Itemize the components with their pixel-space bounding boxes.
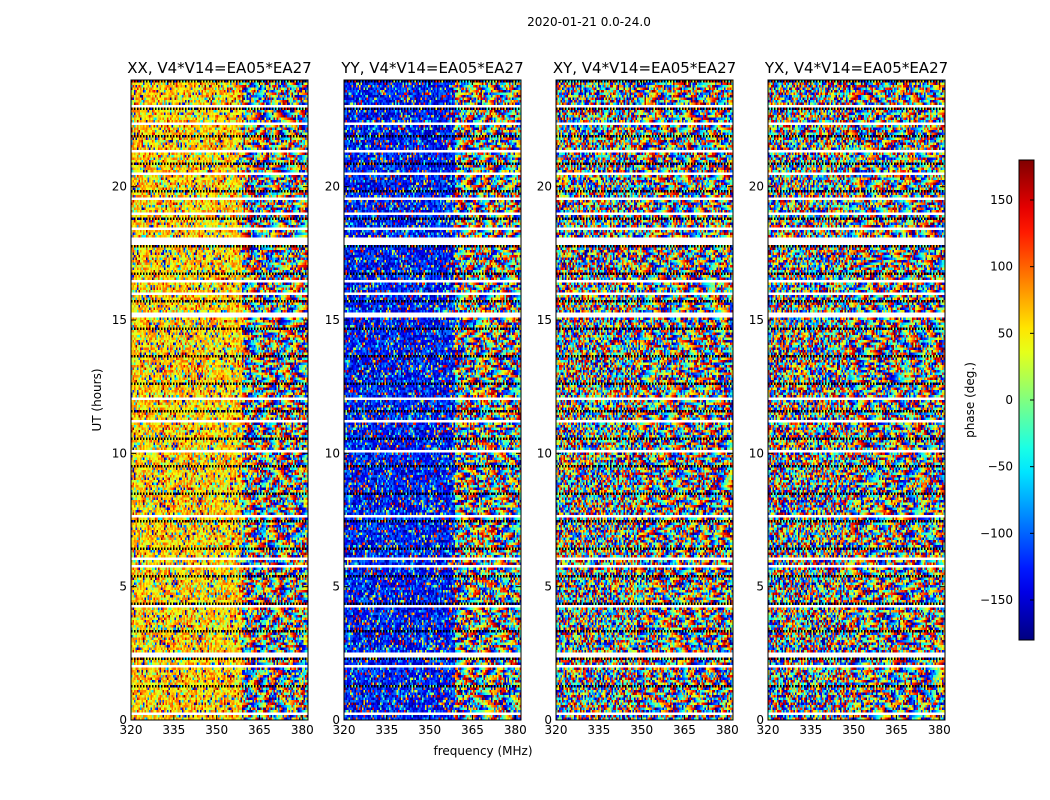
x-tick-label: 350: [418, 723, 441, 737]
phase-heatmap: [344, 80, 521, 720]
x-tick-label: 335: [162, 723, 185, 737]
phase-heatmap: [131, 80, 308, 720]
y-tick-label: 15: [112, 313, 127, 327]
y-tick-label: 5: [756, 580, 764, 594]
x-tick-label: 365: [885, 723, 908, 737]
x-tick-label: 365: [461, 723, 484, 737]
y-tick-label: 5: [332, 580, 340, 594]
x-tick-label: 320: [757, 723, 780, 737]
x-tick-label: 380: [716, 723, 739, 737]
y-tick-label: 0: [332, 713, 340, 727]
x-tick-label: 350: [842, 723, 865, 737]
y-tick-label: 5: [119, 580, 127, 594]
colorbar-tick-label: 0: [1005, 393, 1013, 407]
panel-xx: XX, V4*V14=EA05*EA27 320 335 350 365 380 0 5 10 1…: [112, 59, 314, 737]
y-tick-label: 15: [537, 313, 552, 327]
x-tick-label: 320: [120, 723, 143, 737]
figure-suptitle: 2020-01-21 0.0-24.0: [527, 15, 651, 29]
y-tick-label: 10: [112, 446, 127, 460]
x-tick-label: 380: [291, 723, 314, 737]
y-tick-label: 10: [749, 446, 764, 460]
y-axis-label: UT (hours): [90, 368, 104, 431]
y-tick-label: 20: [325, 180, 340, 194]
y-tick-label: 0: [119, 713, 127, 727]
colorbar-tick-label: 50: [998, 326, 1013, 340]
phase-heatmap: [768, 80, 945, 720]
panel-frame: [343, 79, 522, 721]
panel-frame: [130, 79, 309, 721]
y-tick-label: 5: [544, 580, 552, 594]
colorbar-tick-label: −100: [980, 526, 1013, 540]
x-tick-label: 320: [545, 723, 568, 737]
y-tick-label: 10: [537, 446, 552, 460]
panel-frame: [767, 79, 946, 721]
panel-title-xx: XX, V4*V14=EA05*EA27: [127, 59, 311, 77]
colorbar-tick-label: 150: [990, 193, 1013, 207]
x-tick-label: 335: [799, 723, 822, 737]
y-tick-label: 10: [325, 446, 340, 460]
x-tick-label: 350: [205, 723, 228, 737]
colorbar-tick-label: −150: [980, 593, 1013, 607]
y-tick-label: 20: [749, 180, 764, 194]
x-tick-label: 350: [630, 723, 653, 737]
x-tick-label: 335: [587, 723, 610, 737]
y-tick-label: 15: [749, 313, 764, 327]
y-tick-label: 20: [112, 180, 127, 194]
y-tick-label: 0: [756, 713, 764, 727]
x-tick-label: 380: [928, 723, 951, 737]
panel-title-xy: XY, V4*V14=EA05*EA27: [553, 59, 736, 77]
x-tick-label: 365: [673, 723, 696, 737]
panel-title-yx: YX, V4*V14=EA05*EA27: [764, 59, 948, 77]
x-tick-label: 380: [504, 723, 527, 737]
x-tick-label: 320: [333, 723, 356, 737]
phase-heatmap: [556, 80, 733, 720]
panel-yx: YX, V4*V14=EA05*EA27 320 335 350 365 380 0 5 10 1…: [749, 59, 951, 737]
x-tick-label: 335: [375, 723, 398, 737]
y-tick-label: 0: [544, 713, 552, 727]
panel-xy: XY, V4*V14=EA05*EA27 320 335 350 365 380 0 5 10 1…: [537, 59, 739, 737]
colorbar-tick-label: −50: [988, 460, 1013, 474]
colorbar-tick-label: 100: [990, 260, 1013, 274]
panel-yy: YY, V4*V14=EA05*EA27 320 335 350 365 380 0 5 10 1…: [325, 59, 527, 737]
y-tick-label: 15: [325, 313, 340, 327]
x-tick-label: 365: [248, 723, 271, 737]
panel-title-yy: YY, V4*V14=EA05*EA27: [340, 59, 523, 77]
panels-group: XX, V4*V14=EA05*EA27 320 335 350 365 380 0 5 10 1…: [112, 59, 951, 737]
y-tick-label: 20: [537, 180, 552, 194]
colorbar: 150 100 50 0 −50 −100 −150: [980, 159, 1035, 641]
x-axis-label: frequency (MHz): [433, 744, 532, 758]
panel-frame: [555, 79, 734, 721]
colorbar-label: phase (deg.): [963, 362, 977, 438]
